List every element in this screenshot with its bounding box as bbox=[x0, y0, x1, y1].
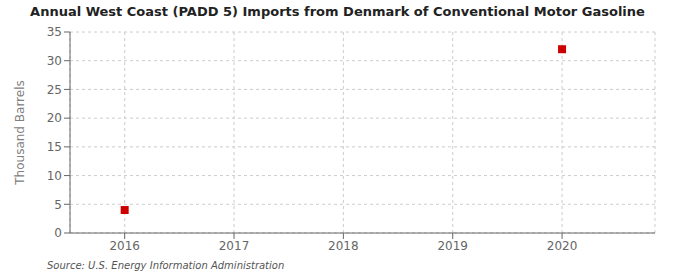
svg-text:Thousand Barrels: Thousand Barrels bbox=[13, 80, 27, 185]
svg-text:25: 25 bbox=[47, 83, 62, 97]
svg-text:5: 5 bbox=[54, 198, 62, 212]
svg-text:15: 15 bbox=[47, 140, 62, 154]
svg-text:2019: 2019 bbox=[437, 239, 468, 253]
html-text:Annual West Coast (PADD 5) Imp: Annual West Coast (PADD 5) Imports from … bbox=[30, 4, 645, 19]
svg-text:2017: 2017 bbox=[219, 239, 250, 253]
svg-text:2020: 2020 bbox=[547, 239, 578, 253]
svg-text:10: 10 bbox=[47, 169, 62, 183]
svg-text:2018: 2018 bbox=[328, 239, 359, 253]
html-text:Source: U.S. Energy Informatio: Source: U.S. Energy Information Administ… bbox=[47, 260, 285, 271]
svg-text:35: 35 bbox=[47, 25, 62, 39]
svg-text:20: 20 bbox=[47, 111, 62, 125]
svg-text:30: 30 bbox=[47, 54, 62, 68]
svg-text:2016: 2016 bbox=[109, 239, 140, 253]
svg-text:0: 0 bbox=[54, 226, 62, 240]
